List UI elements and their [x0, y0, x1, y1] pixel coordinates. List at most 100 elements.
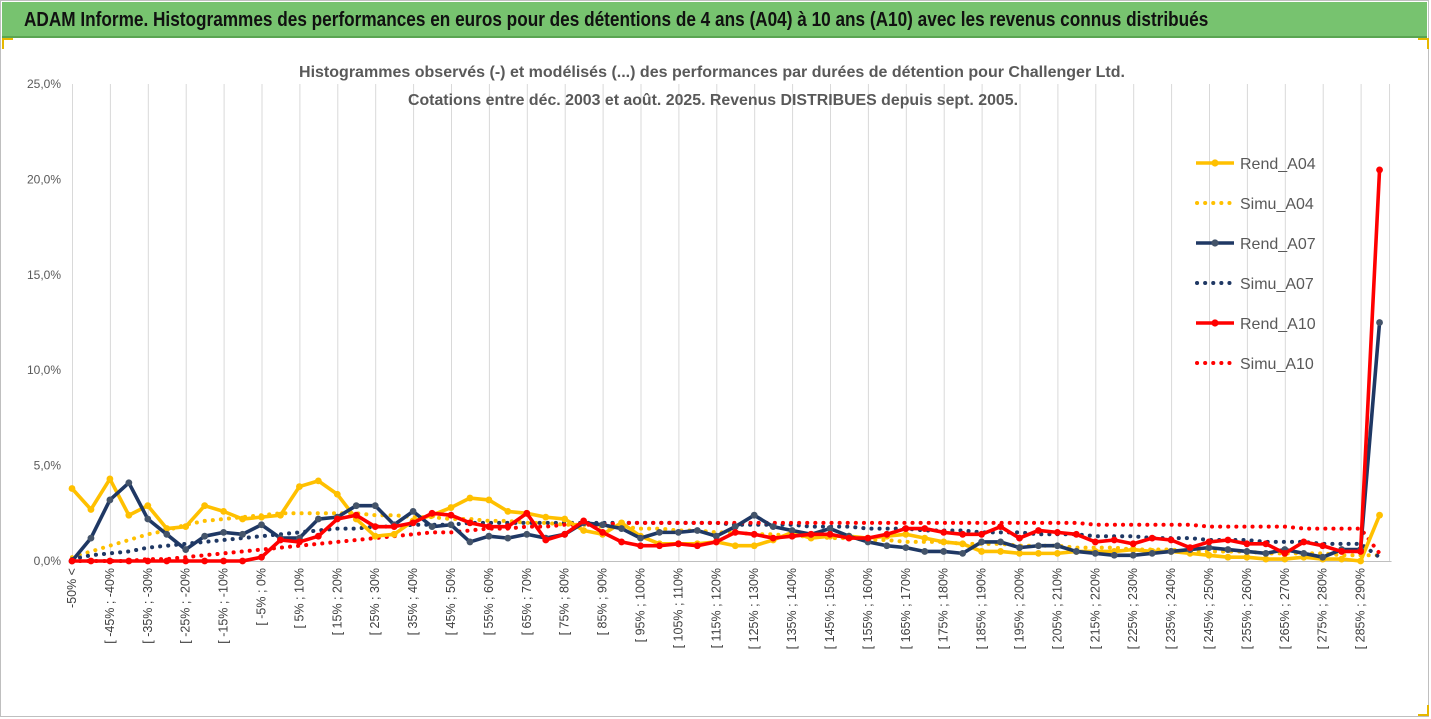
data-point: [1129, 551, 1137, 559]
data-point: [447, 521, 455, 529]
data-point: [561, 530, 569, 538]
data-point: [997, 538, 1004, 546]
data-point: [201, 557, 209, 565]
data-point: [201, 532, 209, 540]
x-tick-label: [ 75% ; 80%: [558, 568, 572, 635]
data-point: [883, 530, 891, 538]
x-tick-label: [ 105% ; 110%: [671, 568, 685, 648]
data-point: [1281, 555, 1289, 563]
data-point: [1129, 546, 1137, 553]
data-point: [106, 557, 114, 565]
data-point: [106, 496, 114, 504]
data-point: [1243, 540, 1251, 548]
data-point: [1205, 544, 1213, 552]
data-point: [1072, 530, 1080, 538]
data-point: [826, 530, 834, 538]
selection-handle-top-right[interactable]: [1418, 38, 1429, 49]
legend-item-rend-a04: Rend_A04: [1196, 156, 1316, 173]
data-point: [1376, 319, 1383, 326]
data-point: [87, 557, 95, 565]
data-point: [1167, 548, 1175, 555]
data-point: [485, 523, 493, 531]
data-point: [561, 515, 569, 523]
series-rend-a10: [68, 166, 1383, 565]
x-tick-label: [ 245% ; 250%: [1202, 568, 1216, 649]
data-point: [409, 507, 417, 515]
data-point: [807, 530, 815, 538]
data-point: [693, 542, 701, 550]
data-point: [1319, 553, 1327, 561]
legend-label: Simu_A10: [1240, 356, 1314, 373]
data-point: [277, 511, 284, 519]
legend-label: Rend_A10: [1240, 316, 1316, 333]
legend-marker: [1211, 319, 1219, 327]
x-tick-label: [ 5% ; 10%: [292, 568, 306, 628]
legend-marker: [1211, 239, 1219, 247]
data-point: [466, 538, 474, 546]
data-point: [618, 538, 625, 546]
report-banner: ADAM Informe. Histogrammes des performan…: [2, 2, 1427, 38]
data-point: [864, 534, 872, 542]
data-point: [1262, 540, 1270, 548]
data-point: [1091, 549, 1099, 557]
data-point: [940, 548, 948, 555]
data-point: [371, 532, 379, 540]
legend-marker: [1211, 159, 1219, 167]
data-point: [1035, 527, 1042, 534]
x-tick-label: [ 215% ; 220%: [1088, 568, 1102, 649]
data-point: [125, 479, 133, 487]
data-point: [314, 477, 322, 485]
selection-handle-bottom-right[interactable]: [1418, 705, 1429, 716]
x-tick-label: [ 115% ; 120%: [709, 568, 723, 648]
x-tick-label: [ 265% ; 270%: [1278, 568, 1292, 649]
series-rend-a07: [68, 319, 1383, 565]
grid-lines: [72, 84, 1391, 561]
data-point: [87, 534, 95, 542]
data-point: [352, 502, 360, 510]
data-point: [428, 509, 436, 517]
data-point: [428, 523, 436, 531]
x-tick-label: [ 285% ; 290%: [1354, 568, 1368, 649]
x-tick-label: [ 185% ; 190%: [975, 568, 989, 649]
data-point: [409, 519, 417, 527]
legend-label: Simu_A07: [1240, 276, 1314, 293]
y-tick-label: 25,0%: [27, 77, 61, 91]
data-point: [1016, 534, 1023, 542]
data-point: [902, 530, 910, 538]
data-point: [182, 546, 190, 553]
data-point: [769, 534, 777, 542]
data-point: [656, 528, 663, 536]
data-point: [314, 515, 322, 523]
data-point: [1205, 538, 1213, 546]
data-point: [144, 515, 152, 523]
selection-handle-top-left[interactable]: [2, 38, 13, 49]
data-point: [220, 528, 228, 536]
data-point: [258, 521, 265, 529]
x-axis: -50% < [ -45% ; -40% [ -35% ; -30% [ -25% ;…: [65, 561, 1392, 649]
data-point: [599, 528, 606, 536]
data-point: [940, 528, 948, 536]
series-layer: [68, 166, 1383, 565]
data-point: [1186, 544, 1194, 552]
data-point: [675, 540, 682, 548]
report-title: ADAM Informe. Histogrammes des performan…: [24, 9, 1209, 31]
data-point: [826, 525, 834, 532]
data-point: [504, 507, 512, 515]
data-point: [731, 528, 739, 536]
data-point: [959, 530, 967, 538]
data-point: [978, 538, 985, 546]
x-tick-label: [ 135% ; 140%: [785, 568, 799, 649]
legend-label: Rend_A04: [1240, 156, 1316, 173]
data-point: [314, 532, 322, 540]
data-point: [144, 557, 152, 565]
data-point: [959, 549, 967, 557]
data-point: [1016, 544, 1023, 552]
x-tick-label: [ 125% ; 130%: [747, 568, 761, 649]
series-line: [72, 169, 1382, 563]
data-point: [656, 542, 663, 550]
data-point: [1148, 549, 1156, 557]
data-point: [618, 519, 625, 527]
data-point: [1148, 534, 1156, 542]
chart-legend: Rend_A04 Simu_A04 Rend_A07 Simu_A07 Rend_A10…: [1195, 156, 1316, 373]
data-point: [580, 517, 588, 525]
